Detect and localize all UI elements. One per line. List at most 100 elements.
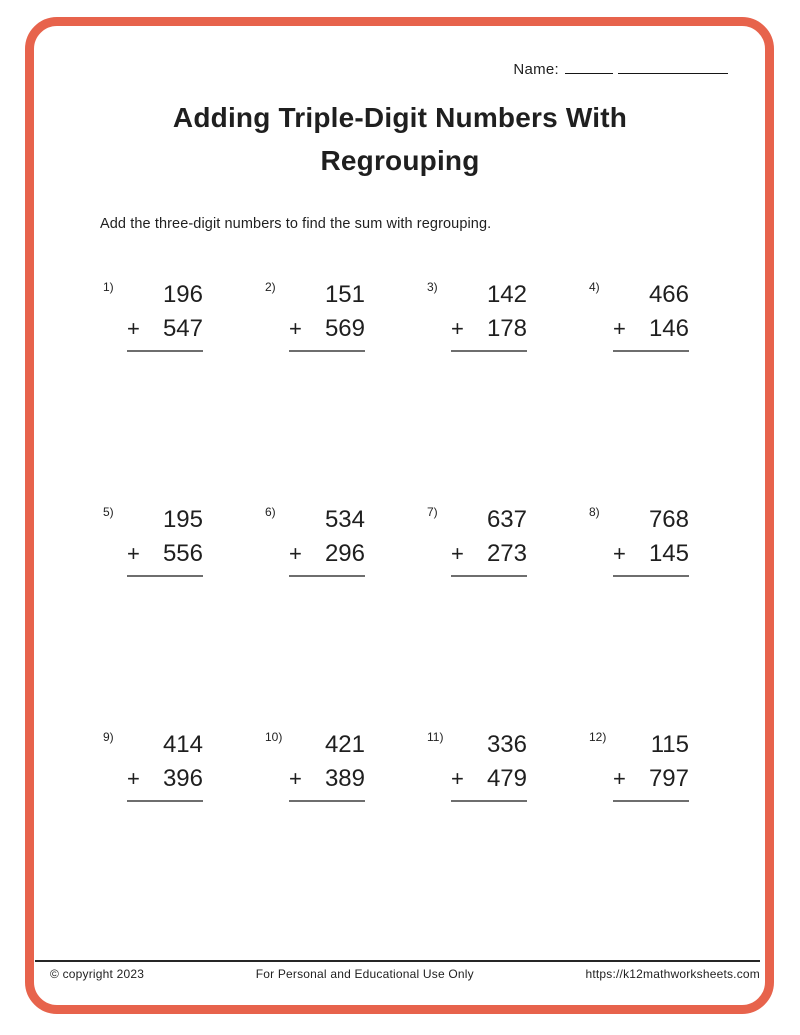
addition-problem: 7) 637 +273 (427, 502, 527, 582)
addend-bottom: 569 (324, 315, 365, 342)
addend-bottom-row: +296 (289, 540, 365, 568)
footer-rule (35, 960, 760, 962)
addend-bottom: 273 (486, 540, 527, 567)
name-row: Name: (513, 60, 728, 78)
addend-top: 142 (486, 281, 527, 308)
problem-number: 10) (265, 730, 283, 744)
plus-sign: + (451, 766, 464, 791)
plus-sign: + (289, 766, 302, 791)
usage-text: For Personal and Educational Use Only (255, 967, 474, 981)
addition-problem: 9) 414 +396 (103, 727, 203, 807)
name-label: Name: (513, 61, 559, 78)
addend-bottom-row: +389 (289, 765, 365, 793)
addend-bottom-row: +479 (451, 765, 527, 793)
addend-bottom: 556 (162, 540, 203, 567)
addition-problem: 8) 768 +145 (589, 502, 689, 582)
addition-problem: 4) 466 +146 (589, 277, 689, 357)
instructions-text: Add the three-digit numbers to find the … (100, 216, 492, 232)
sum-line (127, 350, 203, 352)
plus-sign: + (613, 541, 626, 566)
addition-problem: 1) 196 +547 (103, 277, 203, 357)
problem-numbers: 768 +145 (613, 506, 689, 577)
sum-line (451, 350, 527, 352)
plus-sign: + (451, 541, 464, 566)
addend-top: 151 (324, 281, 365, 308)
problems-grid: 1) 196 +547 2) 151 +569 3) 142 +178 4) 466 +146 5) 19… (103, 277, 689, 807)
problem-number: 4) (589, 280, 600, 294)
addend-top: 414 (162, 731, 203, 758)
footer-row: © copyright 2023 For Personal and Educat… (35, 962, 760, 981)
title-line-1: Adding Triple-Digit Numbers With (172, 102, 628, 133)
addend-top: 768 (648, 506, 689, 533)
addend-top: 466 (648, 281, 689, 308)
problem-number: 5) (103, 505, 114, 519)
problem-numbers: 414 +396 (127, 731, 203, 802)
addend-bottom: 547 (162, 315, 203, 342)
addition-problem: 10) 421 +389 (265, 727, 365, 807)
problem-numbers: 151 +569 (289, 281, 365, 352)
addition-problem: 12) 115 +797 (589, 727, 689, 807)
addend-top: 421 (324, 731, 365, 758)
sum-line (289, 575, 365, 577)
problem-number: 8) (589, 505, 600, 519)
addend-bottom: 296 (324, 540, 365, 567)
copyright-text: © copyright 2023 (50, 967, 145, 981)
problem-numbers: 196 +547 (127, 281, 203, 352)
page-title: Adding Triple-Digit Numbers With Regroup… (0, 96, 800, 182)
addend-bottom: 178 (486, 315, 527, 342)
addend-top: 336 (486, 731, 527, 758)
problem-number: 11) (427, 730, 444, 744)
plus-sign: + (451, 316, 464, 341)
problem-numbers: 336 +479 (451, 731, 527, 802)
problem-number: 9) (103, 730, 114, 744)
problem-numbers: 195 +556 (127, 506, 203, 577)
addend-bottom: 396 (162, 765, 203, 792)
addition-problem: 2) 151 +569 (265, 277, 365, 357)
plus-sign: + (127, 766, 140, 791)
problem-number: 7) (427, 505, 438, 519)
footer-url: https://k12mathworksheets.com (585, 967, 760, 981)
addition-problem: 5) 195 +556 (103, 502, 203, 582)
sum-line (613, 800, 689, 802)
problem-numbers: 466 +146 (613, 281, 689, 352)
addend-bottom-row: +146 (613, 315, 689, 343)
problem-number: 12) (589, 730, 607, 744)
problem-number: 3) (427, 280, 438, 294)
footer: © copyright 2023 For Personal and Educat… (35, 960, 760, 981)
addend-bottom-row: +569 (289, 315, 365, 343)
addend-bottom-row: +396 (127, 765, 203, 793)
sum-line (289, 800, 365, 802)
addend-bottom-row: +547 (127, 315, 203, 343)
problem-numbers: 637 +273 (451, 506, 527, 577)
sum-line (127, 800, 203, 802)
addend-bottom: 146 (648, 315, 689, 342)
sum-line (451, 575, 527, 577)
addend-bottom-row: +273 (451, 540, 527, 568)
plus-sign: + (613, 316, 626, 341)
plus-sign: + (613, 766, 626, 791)
sum-line (613, 350, 689, 352)
plus-sign: + (127, 316, 140, 341)
problem-numbers: 115 +797 (613, 731, 689, 802)
addend-top: 637 (486, 506, 527, 533)
problem-number: 1) (103, 280, 114, 294)
addend-top: 196 (162, 281, 203, 308)
problem-numbers: 534 +296 (289, 506, 365, 577)
addition-problem: 6) 534 +296 (265, 502, 365, 582)
addend-bottom-row: +556 (127, 540, 203, 568)
plus-sign: + (127, 541, 140, 566)
addend-bottom-row: +178 (451, 315, 527, 343)
addition-problem: 3) 142 +178 (427, 277, 527, 357)
problem-numbers: 421 +389 (289, 731, 365, 802)
sum-line (289, 350, 365, 352)
plus-sign: + (289, 316, 302, 341)
sum-line (127, 575, 203, 577)
addend-top: 534 (324, 506, 365, 533)
name-blank-line (565, 60, 613, 74)
title-line-2: Regrouping (320, 145, 480, 176)
addition-problem: 11) 336 +479 (427, 727, 527, 807)
addend-top: 115 (650, 731, 689, 758)
addend-bottom: 389 (324, 765, 365, 792)
problem-number: 2) (265, 280, 276, 294)
